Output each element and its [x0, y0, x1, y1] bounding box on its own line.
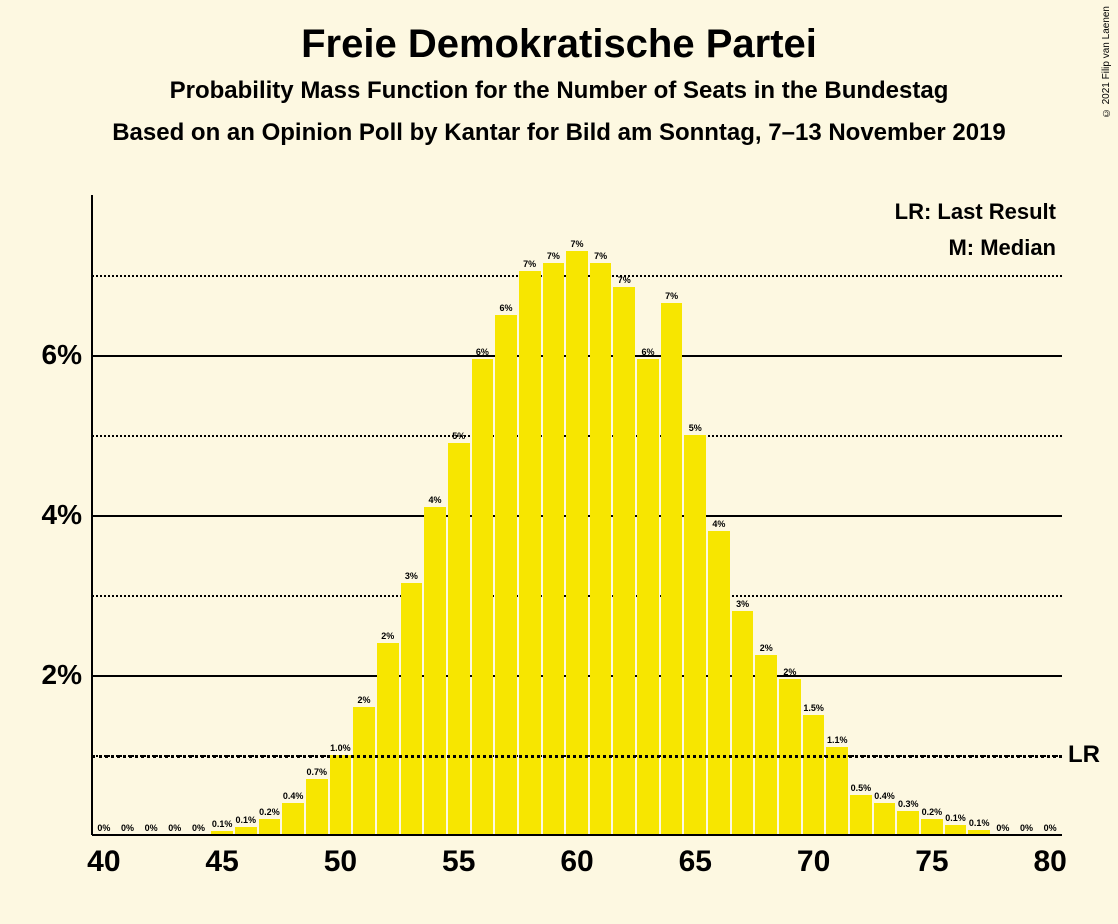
bar-value-label: 0.4% [283, 791, 304, 801]
bar: 7% [519, 271, 541, 835]
bar-value-label: 2% [358, 695, 371, 705]
x-axis [92, 834, 1062, 836]
bar: 6% [472, 359, 494, 835]
bar: 3% [732, 611, 754, 835]
x-tick-label: 45 [205, 845, 238, 879]
bar-value-label: 0% [192, 823, 205, 833]
bar: 3% [401, 583, 423, 835]
copyright-text: © 2021 Filip van Laenen [1101, 6, 1112, 118]
bar: 1.1% [826, 747, 848, 835]
chart-plot-area: LR: Last Result M: Median 0%0%0%0%0%0.1%… [92, 195, 1062, 835]
bar-value-label: 1.1% [827, 735, 848, 745]
bar-value-label: 0.7% [306, 767, 327, 777]
bar-value-label: 2% [760, 643, 773, 653]
bar-value-label: 7% [547, 251, 560, 261]
bar-value-label: 0.2% [922, 807, 943, 817]
bar-value-label: 0.1% [236, 815, 257, 825]
bar-value-label: 0.3% [898, 799, 919, 809]
bar: 1.5% [803, 715, 825, 835]
bar-value-label: 0% [996, 823, 1009, 833]
bar-value-label: 0% [121, 823, 134, 833]
bar: 2% [377, 643, 399, 835]
bar: 0.3% [897, 811, 919, 835]
chart-subtitle-1: Probability Mass Function for the Number… [0, 77, 1118, 105]
bar: 5% [684, 435, 706, 835]
y-tick-label: 2% [42, 659, 82, 691]
bar-value-label: 6% [476, 347, 489, 357]
bar: 0.2% [259, 819, 281, 835]
bar: 7% [590, 263, 612, 835]
bar-value-label: 1.0% [330, 743, 351, 753]
bar: 2% [353, 707, 375, 835]
bar: 0.7% [306, 779, 328, 835]
bar-value-label: 0.5% [851, 783, 872, 793]
bar: 0.5% [850, 795, 872, 835]
bar-value-label: 0% [97, 823, 110, 833]
bar-value-label: 3% [405, 571, 418, 581]
y-tick-label: 4% [42, 499, 82, 531]
bar-value-label: 7% [594, 251, 607, 261]
bar: 7%M [566, 251, 588, 835]
bar-value-label: 6% [641, 347, 654, 357]
bar-value-label: 0.1% [945, 813, 966, 823]
bar-value-label: 0.2% [259, 807, 280, 817]
bar: 7% [543, 263, 565, 835]
bar-value-label: 0% [1020, 823, 1033, 833]
chart-title: Freie Demokratische Partei [0, 22, 1118, 67]
x-tick-label: 80 [1033, 845, 1066, 879]
bar-value-label: 0.4% [874, 791, 895, 801]
bar-value-label: 7% [523, 259, 536, 269]
y-axis [91, 195, 93, 835]
x-tick-label: 65 [679, 845, 712, 879]
bar-value-label: 4% [429, 495, 442, 505]
x-tick-label: 75 [915, 845, 948, 879]
bar: 0.4% [874, 803, 896, 835]
x-tick-label: 70 [797, 845, 830, 879]
chart-subtitle-2: Based on an Opinion Poll by Kantar for B… [0, 119, 1118, 147]
bar-value-label: 6% [500, 303, 513, 313]
bar-value-label: 7% [618, 275, 631, 285]
bar: 6% [637, 359, 659, 835]
bar: 7% [613, 287, 635, 835]
bar-value-label: 0% [145, 823, 158, 833]
bar-value-label: 0.1% [969, 818, 990, 828]
bar-value-label: 5% [452, 431, 465, 441]
x-tick-label: 50 [324, 845, 357, 879]
bar-value-label: 0% [1044, 823, 1057, 833]
x-tick-label: 40 [87, 845, 120, 879]
bar-value-label: 0% [168, 823, 181, 833]
bar-value-label: 2% [381, 631, 394, 641]
bar-value-label: 0.1% [212, 819, 233, 829]
bars-container: 0%0%0%0%0%0.1%0.1%0.2%0.4%0.7%1.0%2%2%3%… [92, 195, 1062, 835]
headings: Freie Demokratische Partei Probability M… [0, 0, 1118, 147]
x-tick-label: 60 [560, 845, 593, 879]
bar-value-label: 5% [689, 423, 702, 433]
last-result-line [92, 755, 1062, 758]
bar: 1.0% [330, 755, 352, 835]
bar: 2% [755, 655, 777, 835]
bar-value-label: 4% [712, 519, 725, 529]
bar: 0.2% [921, 819, 943, 835]
bar: 4% [708, 531, 730, 835]
bar: 0.4% [282, 803, 304, 835]
bar-value-label: 7% [665, 291, 678, 301]
bar-value-label: 2% [783, 667, 796, 677]
bar: 5% [448, 443, 470, 835]
last-result-label: LR [1068, 741, 1100, 769]
x-tick-label: 55 [442, 845, 475, 879]
bar-value-label: 1.5% [803, 703, 824, 713]
bar: 4% [424, 507, 446, 835]
y-tick-label: 6% [42, 339, 82, 371]
bar-value-label: 3% [736, 599, 749, 609]
median-marker: M [568, 0, 586, 572]
